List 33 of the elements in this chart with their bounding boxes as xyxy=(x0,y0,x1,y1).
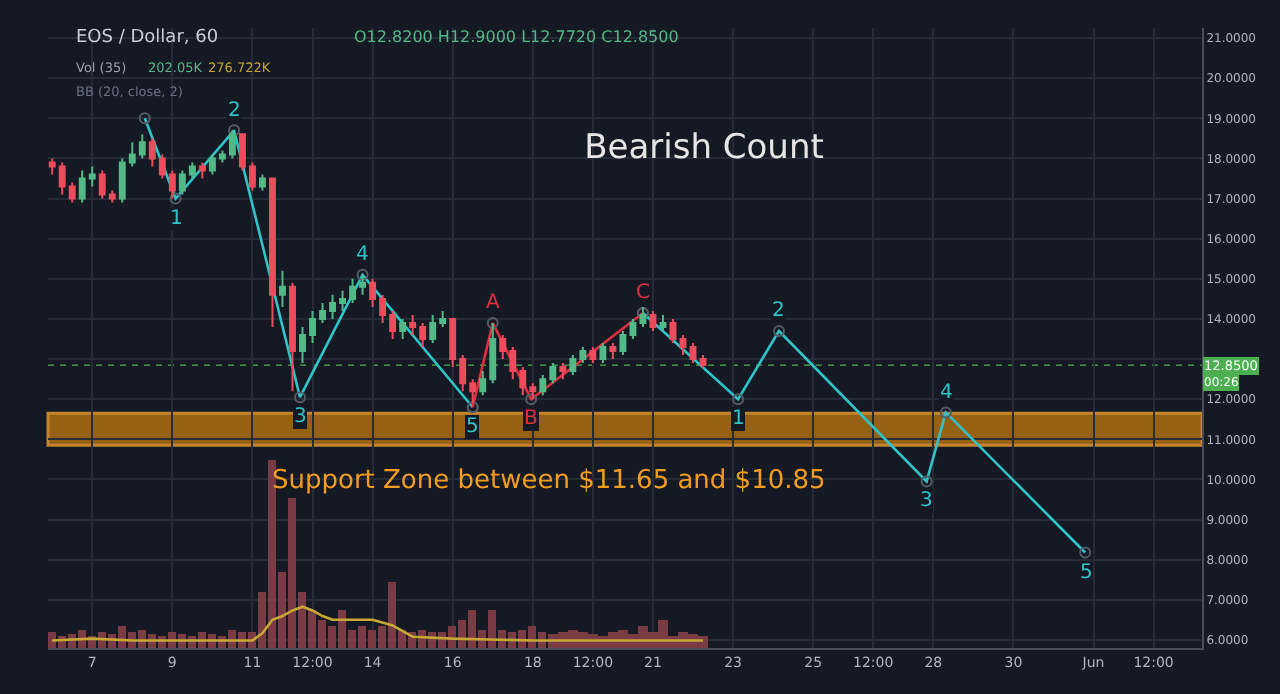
annotation: 2 xyxy=(228,100,241,122)
candlestick xyxy=(689,342,697,365)
candlestick xyxy=(559,362,567,381)
candlestick xyxy=(659,313,667,332)
candlestick xyxy=(399,317,407,340)
text: Bearish Count xyxy=(584,127,825,168)
candlestick xyxy=(269,177,276,328)
candlestick xyxy=(699,354,707,370)
annotation: Support Zone between $11.65 and $10.85 xyxy=(272,466,826,496)
annotation: EOS / Dollar, 60 xyxy=(76,28,219,48)
annotation: C xyxy=(636,282,650,304)
annotation: 1 xyxy=(170,208,183,230)
annotation: 1 xyxy=(732,408,745,430)
annotation: 4 xyxy=(940,382,953,404)
candlestick xyxy=(589,346,597,365)
candlestick xyxy=(259,173,266,192)
annotation: 3 xyxy=(920,490,933,512)
annotation: 5 xyxy=(466,416,479,438)
candlestick xyxy=(669,317,677,345)
candlestick xyxy=(289,281,296,393)
annotation: 4 xyxy=(356,244,369,266)
annotation: B xyxy=(524,408,538,430)
annotation: 2 xyxy=(772,300,785,322)
annotation: O12.8200 H12.9000 L12.7720 C12.8500 xyxy=(354,28,679,46)
candlestick xyxy=(679,334,687,357)
candlestick xyxy=(609,342,617,361)
candlestick xyxy=(198,161,206,180)
candlestick xyxy=(279,269,286,308)
candlestick xyxy=(649,309,657,332)
annotation: A xyxy=(486,292,500,314)
annotation: 3 xyxy=(294,406,307,428)
annotation: 5 xyxy=(1080,562,1093,584)
candlestick xyxy=(599,342,607,365)
